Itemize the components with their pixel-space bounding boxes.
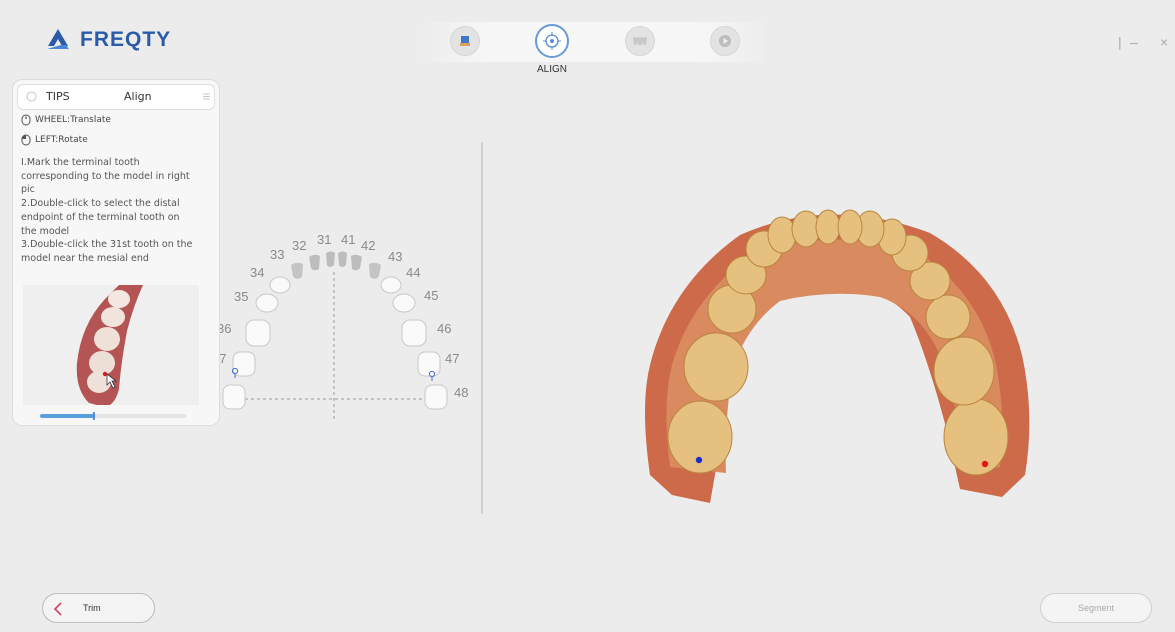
tooth-45[interactable]: [392, 293, 416, 313]
tips-line: pic: [21, 184, 35, 196]
tips-progress-slider[interactable]: [40, 412, 186, 420]
slider-handle[interactable]: [93, 412, 96, 420]
tooth-31[interactable]: [326, 251, 335, 268]
next-segment-button[interactable]: Segment: [1040, 593, 1152, 623]
tooth-41[interactable]: [338, 251, 347, 268]
teeth-icon: [633, 37, 647, 45]
brand-name: FREQTY: [80, 28, 172, 51]
tooth-label-45: 45: [424, 288, 438, 303]
tooth-36[interactable]: [245, 319, 271, 347]
scan-icon: [460, 36, 470, 46]
window-separator: |: [1118, 34, 1122, 50]
tips-line: corresponding to the model in right: [21, 170, 190, 182]
tooth-label-48: 48: [454, 385, 468, 400]
next-segment-label: Segment: [1077, 603, 1115, 613]
minimize-button[interactable]: –: [1130, 34, 1138, 50]
tooth-42[interactable]: [351, 254, 362, 271]
tooth-chart: 31 32 33 34 35 36 37 38 41 42 43 44 45 4…: [200, 232, 468, 420]
tips-line: I.Mark the terminal tooth: [21, 157, 140, 168]
tooth-47-marker-icon: [428, 370, 436, 381]
tip-wheel-text: WHEEL:Translate: [35, 115, 111, 125]
chevron-left-icon: [53, 602, 62, 616]
step-play-button[interactable]: [710, 26, 740, 56]
step-teeth-button[interactable]: [625, 26, 655, 56]
tips-header[interactable]: TIPS Align: [17, 84, 215, 110]
tooth-label-41: 41: [341, 232, 355, 247]
tooth-numbering-chart: 31 32 33 34 35 36 37 38 41 42 43 44 45 4…: [200, 232, 468, 420]
target-icon: [543, 32, 561, 50]
close-button[interactable]: ×: [1160, 34, 1169, 50]
tips-line: model near the mesial end: [21, 252, 149, 264]
tips-line: 3.Double-click the 31st tooth on the: [21, 239, 193, 251]
workflow-steps: [420, 22, 770, 62]
view-divider[interactable]: [481, 142, 483, 514]
distal-marker-left: [695, 456, 703, 464]
tips-line: endpoint of the terminal tooth on: [21, 211, 180, 223]
tip-left: LEFT:Rotate: [21, 134, 88, 146]
tooth-44[interactable]: [380, 276, 402, 294]
tooth-37[interactable]: [232, 351, 256, 377]
tooth-label-43: 43: [388, 249, 402, 264]
tooth-32[interactable]: [309, 254, 320, 271]
tips-panel: TIPS Align WHEEL:Translate LEFT:Rotate I…: [12, 79, 220, 426]
slider-fill: [40, 414, 95, 418]
tooth-label-44: 44: [406, 265, 420, 280]
tooth-label-32: 32: [292, 238, 306, 253]
tips-instructions: I.Mark the terminal tooth corresponding …: [21, 156, 217, 266]
tooth-46[interactable]: [401, 319, 427, 347]
back-trim-button[interactable]: Trim: [42, 593, 155, 623]
step-align-button[interactable]: [535, 24, 569, 58]
tips-mode: Align: [124, 90, 152, 103]
step-scan-button[interactable]: [450, 26, 480, 56]
jaw-model[interactable]: [645, 209, 1030, 503]
tooth-label-35: 35: [234, 289, 248, 304]
cursor-icon: [106, 373, 118, 389]
jaw-model-viewport[interactable]: [630, 205, 1035, 510]
back-trim-label: Trim: [83, 603, 101, 613]
mouse-left-icon: [21, 134, 31, 146]
play-icon: [719, 35, 731, 47]
tip-wheel: WHEEL:Translate: [21, 114, 111, 126]
tips-line: the model: [21, 225, 70, 237]
tooth-38[interactable]: [222, 384, 246, 410]
tooth-label-36: 36: [217, 321, 231, 336]
tooth-model-thumbnail: [76, 285, 143, 407]
tip-left-text: LEFT:Rotate: [35, 135, 88, 145]
tooth-33[interactable]: [291, 262, 303, 279]
top-bar: FREQTY ALIGN |: [0, 0, 1175, 85]
brand-logo: FREQTY: [44, 28, 171, 52]
tooth-37-marker-icon: [231, 367, 239, 378]
tooth-48[interactable]: [424, 384, 448, 410]
active-step-label: ALIGN: [536, 64, 567, 75]
tooth-label-47: 47: [445, 351, 459, 366]
tooth-label-31: 31: [317, 232, 331, 247]
collapse-icon[interactable]: [202, 92, 211, 101]
thumbnail-marker: [102, 371, 108, 377]
logo-icon: [47, 29, 69, 49]
tooth-47[interactable]: [417, 351, 441, 377]
tooth-label-34: 34: [250, 265, 264, 280]
tips-title: TIPS: [46, 90, 70, 103]
tooth-label-42: 42: [361, 238, 375, 253]
distal-marker-right: [981, 460, 989, 468]
info-icon: [26, 91, 37, 102]
tips-line: 2.Double-click to select the distal: [21, 198, 180, 210]
tooth-label-33: 33: [270, 247, 284, 262]
tooth-35[interactable]: [255, 293, 279, 313]
tooth-34[interactable]: [269, 276, 291, 294]
mouse-wheel-icon: [21, 114, 31, 126]
tooth-label-46: 46: [437, 321, 451, 336]
tips-preview-image: [23, 285, 199, 407]
tooth-43[interactable]: [369, 262, 381, 279]
